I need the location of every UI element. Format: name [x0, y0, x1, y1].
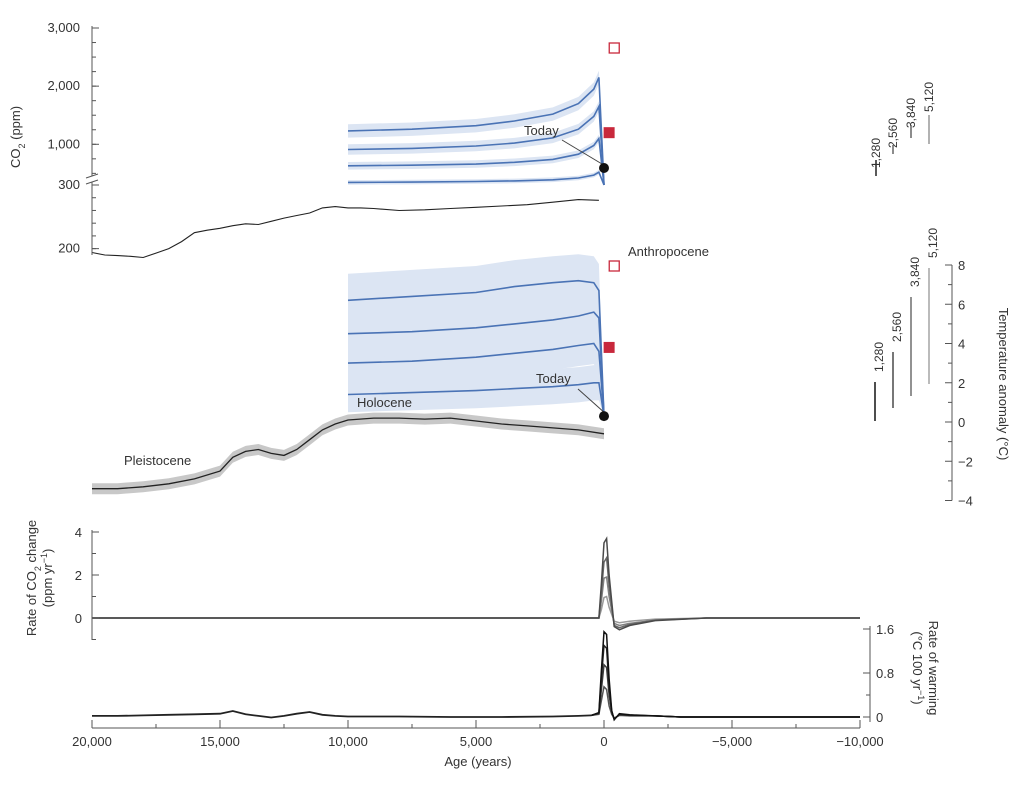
today-label-temperature: Today [536, 371, 571, 386]
co2-rate-axis-units: (ppm yr−1) [39, 549, 55, 608]
temperature-tick-label: 4 [958, 337, 965, 352]
co2-projection-band [348, 101, 604, 185]
filled-marker-temperature [603, 341, 615, 353]
warming-rate-line [590, 630, 860, 722]
warming-rate-line [591, 663, 860, 720]
temperature-projection-line [347, 311, 605, 417]
co2-tick-label: 1,000 [47, 136, 80, 151]
today-pointer-co2 [561, 139, 608, 168]
temperature-tick-label: 6 [958, 297, 965, 312]
co2-rate-axis-title-1-sub: 2 [33, 566, 43, 571]
x-tick-label: 10,000 [328, 734, 368, 749]
warming-rate-axis-units-sup: −1 [916, 690, 926, 700]
warming-rate-axis-title: Rate of warming [926, 621, 941, 716]
co2-projection-line [347, 103, 605, 186]
co2-rate-line [92, 595, 860, 624]
temperature-scenario-label: 5,120 [926, 228, 940, 258]
x-axis-title: Age (years) [444, 754, 511, 769]
x-tick-label: −5,000 [712, 734, 752, 749]
x-tick-label: 20,000 [72, 734, 112, 749]
co2-scenario-label: 1,280 [869, 138, 883, 168]
warming-rate-tick-label: 0.8 [876, 666, 894, 681]
temperature-history-line [92, 417, 605, 490]
x-tick-label: 5,000 [460, 734, 493, 749]
co2-rate-axis-title: Rate of CO2 change [24, 520, 43, 636]
warming-rate-axis-units-tail: ) [910, 700, 925, 704]
co2-axis-break-mark [85, 173, 99, 179]
co2-projection-line [347, 136, 605, 186]
co2-axis-title-sub: 2 [17, 143, 27, 148]
holocene-label: Holocene [357, 395, 412, 410]
today-pointer-temperature [577, 388, 607, 415]
co2-rate-tick-label: 2 [75, 568, 82, 583]
temperature-projection-line [347, 279, 605, 417]
co2-rate-line [92, 555, 860, 629]
co2-tick-label: 2,000 [47, 78, 80, 93]
open-marker-co2 [608, 42, 620, 54]
co2-projection-line [347, 171, 605, 186]
temperature-scenario-label: 1,280 [872, 342, 886, 372]
co2-rate-axis-units-sup: −1 [39, 553, 49, 563]
co2-history-line [91, 199, 599, 259]
temperature-tick-label: −2 [958, 454, 973, 469]
co2-axis-title-tail: (ppm) [8, 106, 23, 144]
co2-projection-band [348, 70, 604, 185]
co2-scenario-label: 3,840 [904, 98, 918, 128]
today-marker-co2 [599, 163, 609, 173]
temperature-axis-title: Temperature anomaly (°C) [996, 308, 1011, 461]
co2-projection-band [348, 169, 604, 185]
co2-rate-tick-label: 0 [75, 611, 82, 626]
warming-rate-tick-label: 0 [876, 710, 883, 725]
x-tick-label: −10,000 [836, 734, 883, 749]
pleistocene-label: Pleistocene [124, 453, 191, 468]
co2-tick-label: 300 [58, 177, 80, 192]
temperature-projection-line [347, 342, 605, 417]
warming-rate-axis-units-main: (°C 100 yr [910, 631, 925, 690]
co2-scenario-label: 2,560 [886, 118, 900, 148]
co2-scenario-label: 5,120 [922, 82, 936, 112]
co2-tick-label: 3,000 [47, 20, 80, 35]
co2-axis-title-main: CO [8, 149, 23, 169]
co2-rate-tick-label: 4 [75, 525, 82, 540]
temperature-tick-label: 2 [958, 376, 965, 391]
temperature-tick-label: 8 [958, 258, 965, 273]
anthropocene-label: Anthropocene [628, 244, 709, 259]
warming-rate-axis-units: (°C 100 yr−1) [910, 631, 926, 704]
temperature-scenario-label: 3,840 [908, 257, 922, 287]
warming-rate-line [590, 643, 860, 721]
temperature-tick-label: −4 [958, 494, 973, 509]
today-marker-temperature [599, 411, 609, 422]
co2-projection-line [347, 77, 605, 186]
warming-rate-line [591, 685, 860, 720]
co2-tick-label: 200 [58, 241, 80, 256]
co2-axis-title: CO2 (ppm) [8, 106, 27, 168]
warming-rate-history-line [92, 710, 592, 719]
x-tick-label: 15,000 [200, 734, 240, 749]
co2-rate-axis-units-tail: ) [40, 549, 55, 553]
temperature-history-band [92, 412, 604, 495]
co2-axis-break-mark [85, 179, 99, 185]
co2-rate-axis-title-1-tail: change [24, 520, 39, 566]
co2-rate-line [92, 536, 860, 631]
co2-rate-axis-units-main: (ppm yr [40, 563, 55, 608]
temperature-projection-line [347, 382, 605, 417]
temperature-scenario-label: 2,560 [890, 312, 904, 342]
co2-axis-break-gap [86, 176, 98, 182]
temperature-projection-band [348, 254, 604, 417]
x-tick-label: 0 [600, 734, 607, 749]
warming-rate-tick-label: 1.6 [876, 622, 894, 637]
temperature-tick-label: 0 [958, 415, 965, 430]
open-marker-temperature [608, 260, 620, 272]
co2-rate-axis-title-1: Rate of CO [24, 571, 39, 636]
today-label-co2: Today [524, 123, 559, 138]
filled-marker-co2 [603, 127, 615, 139]
